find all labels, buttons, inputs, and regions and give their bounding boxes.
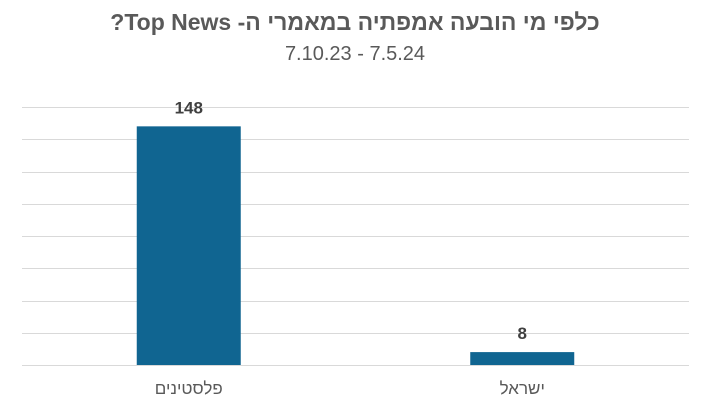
bars (136, 126, 575, 365)
gridlines (22, 107, 689, 366)
chart-title: כלפי מי הובעה אמפתיה במאמרי ה- Top News? (110, 9, 599, 35)
data-labels: 148 8 (175, 98, 527, 343)
x-axis-ticks: פלסטינים ישראל (155, 379, 545, 398)
bar (470, 352, 575, 365)
x-tick-label: ישראל (500, 379, 545, 398)
chart-subtitle: 7.10.23 - 7.5.24 (285, 43, 425, 65)
data-label: 148 (175, 98, 203, 117)
x-tick-label: פלסטינים (155, 379, 223, 398)
data-label: 8 (518, 324, 527, 343)
bar (136, 126, 241, 365)
